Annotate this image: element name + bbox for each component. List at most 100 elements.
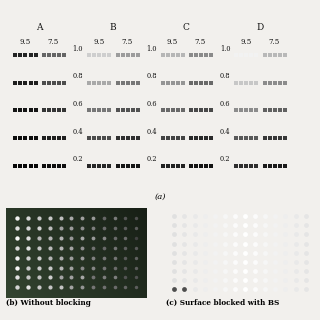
Point bbox=[80, 245, 85, 251]
Point bbox=[273, 260, 278, 265]
Point bbox=[112, 226, 117, 231]
Point bbox=[23, 52, 28, 58]
Point bbox=[107, 135, 112, 140]
Text: 7.5: 7.5 bbox=[48, 38, 59, 46]
Point bbox=[61, 163, 67, 168]
Point bbox=[303, 278, 308, 283]
Point bbox=[135, 135, 140, 140]
Point bbox=[46, 163, 52, 168]
Point bbox=[165, 80, 170, 85]
Point bbox=[107, 80, 112, 85]
Point bbox=[252, 250, 258, 255]
Point bbox=[194, 52, 199, 58]
Point bbox=[52, 80, 57, 85]
Point bbox=[172, 223, 177, 228]
Point bbox=[252, 214, 258, 219]
Point bbox=[243, 250, 248, 255]
Point bbox=[202, 250, 207, 255]
Point bbox=[61, 135, 67, 140]
Point bbox=[263, 268, 268, 274]
Point bbox=[293, 223, 298, 228]
Point bbox=[47, 265, 52, 270]
Point bbox=[170, 108, 175, 113]
Point bbox=[47, 216, 52, 221]
Point bbox=[112, 255, 117, 260]
Point bbox=[263, 223, 268, 228]
Point bbox=[283, 287, 288, 292]
Point bbox=[172, 250, 177, 255]
Point bbox=[212, 250, 217, 255]
Point bbox=[277, 163, 283, 168]
Text: 9.5: 9.5 bbox=[20, 38, 31, 46]
Point bbox=[101, 245, 106, 251]
Point bbox=[15, 265, 20, 270]
Point bbox=[234, 135, 239, 140]
Point bbox=[272, 135, 277, 140]
Point bbox=[182, 232, 187, 237]
Point bbox=[120, 163, 125, 168]
Point bbox=[120, 80, 125, 85]
Point bbox=[267, 80, 272, 85]
Point bbox=[123, 216, 128, 221]
Point bbox=[107, 163, 112, 168]
Point bbox=[69, 236, 74, 241]
Point bbox=[92, 135, 97, 140]
Point bbox=[172, 268, 177, 274]
Text: A: A bbox=[36, 23, 43, 32]
Point bbox=[303, 287, 308, 292]
Point bbox=[125, 163, 130, 168]
Point bbox=[192, 287, 197, 292]
Point bbox=[46, 135, 52, 140]
Point bbox=[192, 250, 197, 255]
Point bbox=[204, 52, 209, 58]
Point bbox=[18, 163, 23, 168]
Point bbox=[125, 80, 130, 85]
Point bbox=[234, 52, 239, 58]
Point bbox=[244, 163, 249, 168]
Point bbox=[80, 285, 85, 290]
Point bbox=[199, 163, 204, 168]
Text: B: B bbox=[109, 23, 116, 32]
Point bbox=[101, 80, 107, 85]
Point bbox=[134, 275, 139, 280]
Point bbox=[165, 135, 170, 140]
Point bbox=[188, 108, 194, 113]
Point bbox=[204, 108, 209, 113]
Point bbox=[204, 80, 209, 85]
Point bbox=[13, 80, 18, 85]
Point bbox=[112, 216, 117, 221]
Point bbox=[26, 236, 31, 241]
Point bbox=[199, 52, 204, 58]
Point bbox=[209, 52, 214, 58]
Point bbox=[170, 52, 175, 58]
Point bbox=[57, 80, 62, 85]
Point bbox=[101, 135, 107, 140]
Point bbox=[134, 236, 139, 241]
Point bbox=[23, 108, 28, 113]
Point bbox=[209, 108, 214, 113]
Point bbox=[249, 163, 254, 168]
Point bbox=[222, 223, 228, 228]
Point bbox=[123, 226, 128, 231]
Point bbox=[26, 255, 31, 260]
Point bbox=[283, 214, 288, 219]
Point bbox=[125, 108, 130, 113]
Point bbox=[249, 135, 254, 140]
Point bbox=[175, 135, 180, 140]
Point bbox=[134, 285, 139, 290]
Point bbox=[239, 52, 244, 58]
Point bbox=[69, 226, 74, 231]
Point bbox=[188, 52, 194, 58]
Point bbox=[134, 245, 139, 251]
Point bbox=[26, 275, 31, 280]
Point bbox=[123, 275, 128, 280]
Point bbox=[212, 232, 217, 237]
Point bbox=[86, 163, 92, 168]
Point bbox=[192, 232, 197, 237]
Point bbox=[69, 285, 74, 290]
Point bbox=[232, 214, 237, 219]
Point bbox=[58, 255, 63, 260]
Point bbox=[293, 232, 298, 237]
Point bbox=[97, 108, 102, 113]
Point bbox=[134, 255, 139, 260]
